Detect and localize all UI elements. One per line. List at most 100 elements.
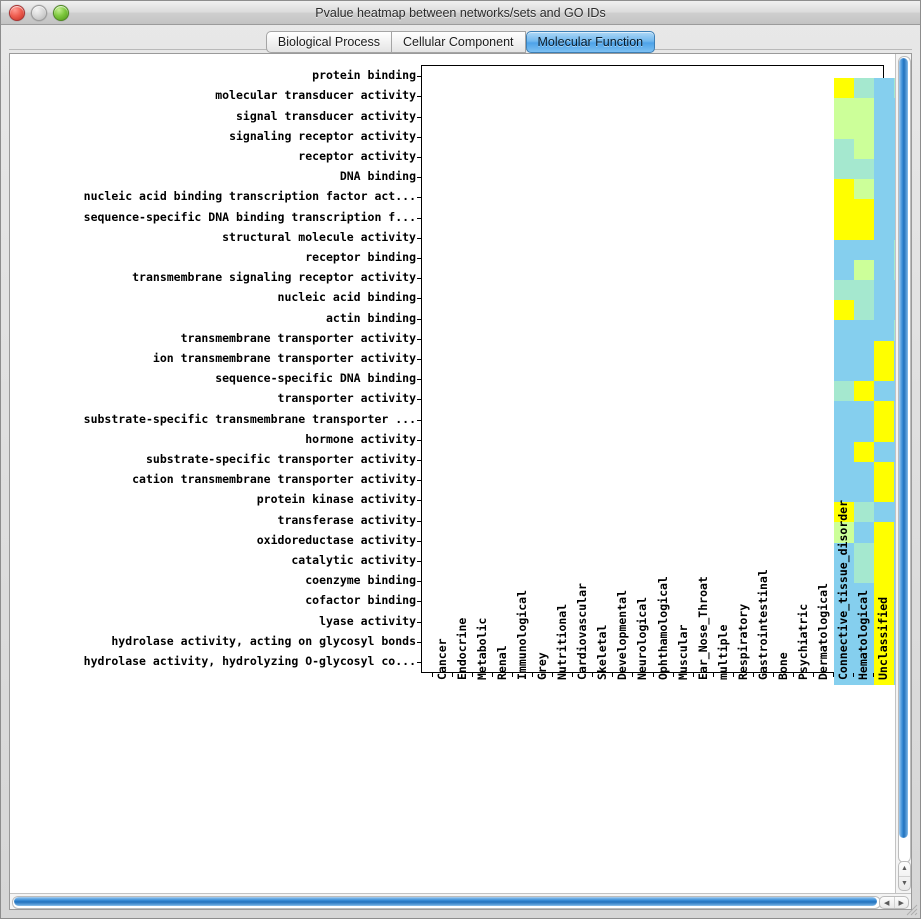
column-tick bbox=[592, 673, 594, 677]
row-tick bbox=[417, 298, 421, 300]
heatmap-cell bbox=[834, 98, 855, 119]
heatmap-cell bbox=[874, 199, 895, 220]
row-tick bbox=[417, 399, 421, 401]
heatmap-cell bbox=[874, 98, 895, 119]
column-tick bbox=[872, 673, 874, 677]
scroll-down-arrow-icon[interactable]: ▼ bbox=[899, 875, 910, 891]
heatmap-cell bbox=[854, 259, 875, 281]
heatmap-row-label: transmembrane signaling receptor activit… bbox=[132, 270, 416, 285]
heatmap-cell bbox=[894, 118, 895, 140]
heatmap-cell bbox=[874, 219, 895, 241]
heatmap-cell bbox=[874, 502, 895, 523]
heatmap-cell bbox=[834, 562, 855, 584]
heatmap-cell bbox=[834, 280, 855, 301]
heatmap-cell bbox=[854, 300, 875, 321]
row-tick bbox=[417, 278, 421, 280]
heatmap-cell bbox=[834, 118, 855, 140]
heatmap-cell bbox=[834, 259, 855, 281]
tab-molecular-function[interactable]: Molecular Function bbox=[525, 31, 656, 53]
heatmap-row-label: DNA binding bbox=[339, 169, 416, 184]
heatmap-cell bbox=[894, 138, 895, 160]
heatmap-cell bbox=[894, 199, 895, 220]
tab-biological-process[interactable]: Biological Process bbox=[265, 31, 393, 53]
heatmap-row-label: molecular transducer activity bbox=[215, 88, 416, 103]
title-bar: Pvalue heatmap between networks/sets and… bbox=[1, 1, 920, 25]
heatmap-cell bbox=[874, 603, 895, 624]
row-tick bbox=[417, 601, 421, 603]
heatmap-cell bbox=[854, 138, 875, 160]
heatmap-cell bbox=[854, 502, 875, 523]
tab-group: Biological Process Cellular Component Mo… bbox=[265, 31, 656, 53]
heatmap-cell bbox=[854, 522, 875, 544]
heatmap-row-label: ion transmembrane transporter activity bbox=[152, 350, 416, 365]
heatmap-cell bbox=[874, 562, 895, 584]
horizontal-scroll-thumb[interactable] bbox=[14, 897, 877, 906]
heatmap-cell bbox=[874, 78, 895, 99]
column-tick bbox=[732, 673, 734, 677]
minimize-button-icon[interactable] bbox=[31, 5, 47, 21]
heatmap-cell bbox=[854, 562, 875, 584]
heatmap-cell bbox=[834, 603, 855, 624]
heatmap-row-label: hormone activity bbox=[305, 431, 416, 446]
scroll-right-arrow-icon[interactable]: ▶ bbox=[893, 897, 909, 908]
vertical-scroll-buttons[interactable]: ▲ ▼ bbox=[898, 861, 911, 891]
heatmap-cell bbox=[834, 381, 855, 402]
heatmap-cell bbox=[894, 502, 895, 523]
heatmap-column-label: Cardiovascular bbox=[575, 583, 590, 680]
column-tick bbox=[552, 673, 554, 677]
heatmap-column-label: Skeletal bbox=[595, 624, 610, 680]
heatmap-cell bbox=[834, 482, 855, 503]
heatmap-row-label: protein kinase activity bbox=[256, 492, 416, 507]
scroll-left-arrow-icon[interactable]: ◀ bbox=[884, 899, 890, 907]
column-tick bbox=[532, 673, 534, 677]
close-button-icon[interactable] bbox=[9, 5, 25, 21]
heatmap-cell bbox=[834, 401, 855, 422]
heatmap-column-label: Psychiatric bbox=[795, 603, 810, 680]
heatmap-cell bbox=[854, 280, 875, 301]
heatmap-column-label: Bone bbox=[775, 652, 790, 680]
heatmap-cell bbox=[834, 502, 855, 523]
heatmap-cell bbox=[854, 421, 875, 443]
heatmap-column-label: Dermatological bbox=[815, 583, 830, 680]
heatmap-column-label: Unclassified bbox=[875, 596, 890, 680]
horizontal-scrollbar[interactable]: ◀ ▶ bbox=[10, 893, 911, 909]
heatmap-cell bbox=[854, 199, 875, 220]
heatmap-cell bbox=[834, 340, 855, 362]
column-tick bbox=[792, 673, 794, 677]
scroll-up-arrow-icon[interactable]: ▲ bbox=[901, 865, 908, 873]
heatmap-cell bbox=[874, 381, 895, 402]
heatmap-row-label: cofactor binding bbox=[305, 593, 416, 608]
heatmap-cell bbox=[874, 158, 895, 180]
heatmap-cell bbox=[874, 623, 895, 645]
zoom-button-icon[interactable] bbox=[53, 5, 69, 21]
heatmap-column-label: Connective_tissue_disorder bbox=[835, 499, 850, 680]
tab-bar: Biological Process Cellular Component Mo… bbox=[1, 25, 920, 53]
horizontal-scroll-buttons[interactable]: ◀ ▶ bbox=[879, 896, 909, 909]
column-tick bbox=[712, 673, 714, 677]
heatmap-row-label: oxidoreductase activity bbox=[256, 532, 416, 547]
heatmap-cell bbox=[834, 320, 855, 342]
tab-cellular-component[interactable]: Cellular Component bbox=[392, 31, 526, 53]
heatmap-cell bbox=[834, 78, 855, 99]
heatmap-cell bbox=[874, 259, 895, 281]
heatmap-row-label: nucleic acid binding transcription facto… bbox=[83, 189, 416, 204]
heatmap-cell bbox=[874, 179, 895, 200]
vertical-scrollbar[interactable]: ▲ ▼ bbox=[895, 54, 911, 893]
column-tick bbox=[812, 673, 814, 677]
row-tick bbox=[417, 156, 421, 158]
heatmap-cell bbox=[834, 522, 855, 544]
heatmap-cell bbox=[894, 158, 895, 180]
heatmap-cell bbox=[854, 401, 875, 422]
heatmap-cell bbox=[894, 320, 895, 342]
resize-grip-icon[interactable] bbox=[905, 903, 918, 916]
heatmap-cell bbox=[894, 239, 895, 261]
vertical-scroll-thumb[interactable] bbox=[899, 58, 908, 838]
heatmap-cell bbox=[894, 542, 895, 564]
row-tick bbox=[417, 76, 421, 78]
heatmap-cell bbox=[894, 259, 895, 281]
column-tick bbox=[752, 673, 754, 677]
heatmap-row-label: substrate-specific transporter activity bbox=[145, 451, 416, 466]
heatmap-cell bbox=[894, 340, 895, 362]
heatmap-canvas: protein binding molecular transducer acti… bbox=[10, 54, 895, 893]
